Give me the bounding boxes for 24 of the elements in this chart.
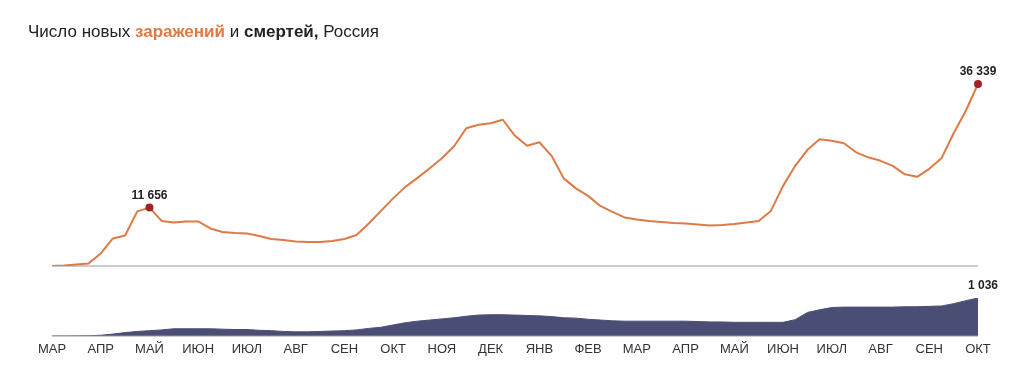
x-tick-label: ОКТ xyxy=(380,341,407,357)
x-tick-label: АВГ xyxy=(868,341,893,357)
x-tick-label: ИЮЛ xyxy=(231,341,263,357)
x-tick-label: АВГ xyxy=(283,341,308,357)
x-tick-label: СЕН xyxy=(330,341,359,357)
x-tick-label: ДЕК xyxy=(478,341,504,357)
x-tick-label: МАЙ xyxy=(135,341,164,357)
data-label: 36 339 xyxy=(959,64,997,78)
chart-title: Число новых заражений и смертей, Россия xyxy=(28,22,380,41)
x-tick-label: МАР xyxy=(37,341,67,357)
x-tick-label: ИЮН xyxy=(767,341,799,357)
x-tick-label: НОЯ xyxy=(427,341,457,357)
x-tick-label: ОКТ xyxy=(965,341,991,357)
data-label: 11 656 xyxy=(131,187,168,202)
x-tick-label: СЕН xyxy=(915,341,943,357)
x-tick-label: ИЮН xyxy=(182,341,215,357)
x-tick-label: АПР xyxy=(672,341,699,357)
x-tick-label: МАЙ xyxy=(719,341,749,357)
x-tick-label: ИЮЛ xyxy=(816,341,848,357)
x-tick-label: МАР xyxy=(622,341,651,357)
x-tick-label: ФЕВ xyxy=(574,341,602,357)
x-tick-label: ЯНВ xyxy=(525,341,554,357)
text: 1 036 xyxy=(967,278,998,292)
x-tick-label: АПР xyxy=(87,341,115,357)
